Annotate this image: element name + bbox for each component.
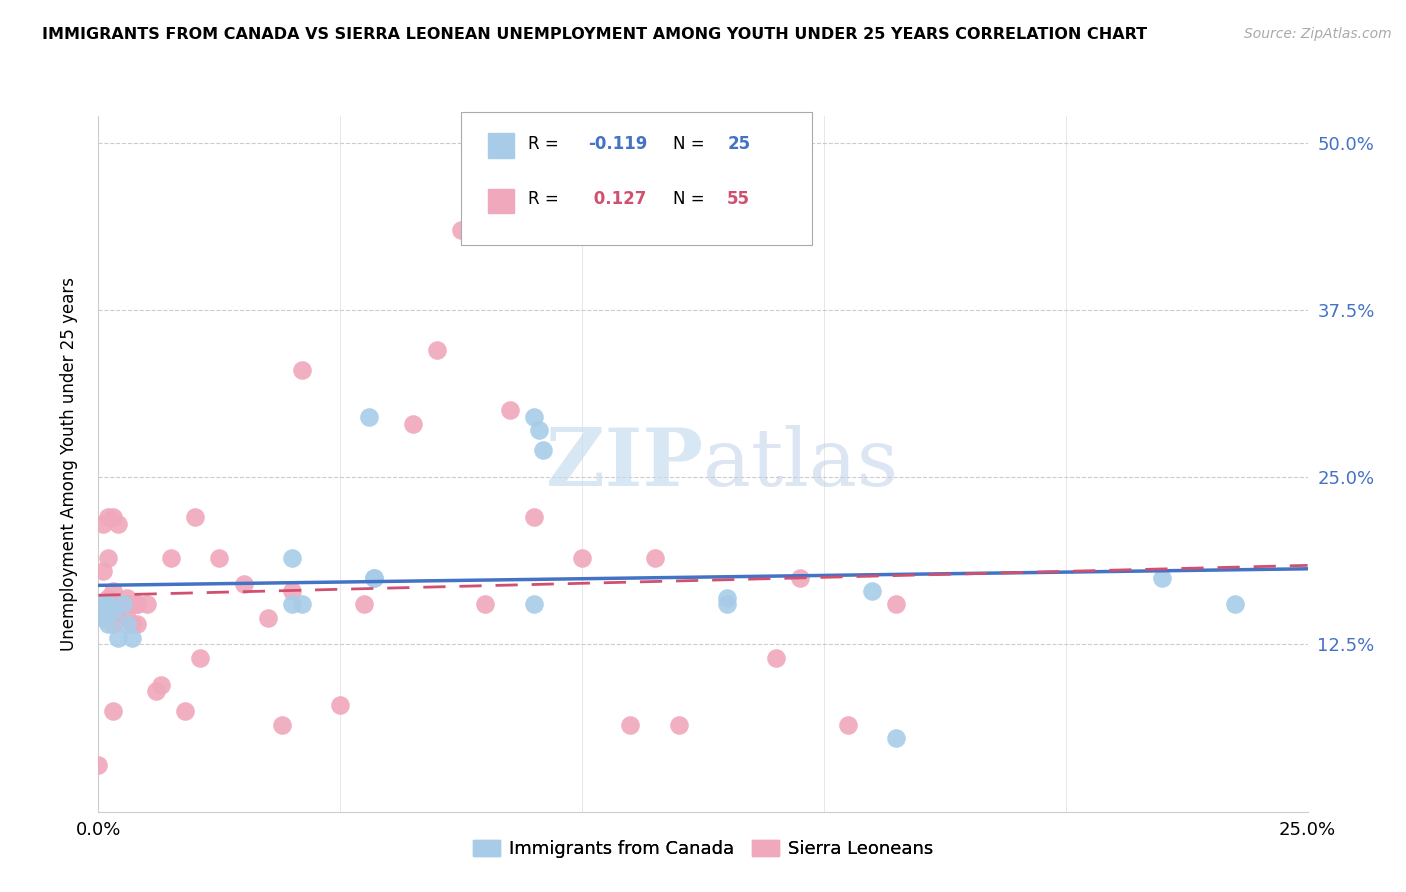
Text: R =: R = — [527, 135, 564, 153]
FancyBboxPatch shape — [461, 112, 811, 244]
Text: 0.127: 0.127 — [588, 191, 647, 209]
Point — [716, 598, 738, 612]
Point — [716, 591, 738, 605]
Point — [97, 591, 120, 605]
Point — [363, 571, 385, 585]
Point — [523, 510, 546, 524]
Point — [281, 584, 304, 599]
Point — [97, 550, 120, 565]
Point — [256, 611, 278, 625]
Point — [1152, 571, 1174, 585]
Point — [150, 678, 173, 692]
Legend: Immigrants from Canada, Sierra Leoneans: Immigrants from Canada, Sierra Leoneans — [465, 832, 941, 865]
Point — [121, 598, 143, 612]
Point — [107, 598, 129, 612]
Point — [111, 598, 134, 612]
Point — [87, 758, 110, 772]
Point — [789, 571, 811, 585]
Point — [353, 598, 375, 612]
Point — [160, 550, 183, 565]
Point — [359, 410, 381, 425]
Point — [531, 443, 554, 458]
Point — [523, 410, 546, 425]
Point — [135, 598, 157, 612]
Point — [101, 598, 124, 612]
Point — [97, 617, 120, 632]
Point — [208, 550, 231, 565]
Point — [97, 598, 120, 612]
Point — [184, 510, 207, 524]
Point — [644, 550, 666, 565]
Point — [474, 598, 496, 612]
Point — [765, 651, 787, 665]
Point — [127, 598, 149, 612]
Point — [290, 363, 312, 377]
Point — [498, 403, 520, 417]
Point — [145, 684, 167, 698]
Point — [97, 510, 120, 524]
Point — [668, 717, 690, 731]
Point — [101, 617, 124, 632]
Point — [860, 584, 883, 599]
Text: ZIP: ZIP — [546, 425, 703, 503]
Point — [886, 598, 908, 612]
Point — [121, 631, 143, 645]
Point — [329, 698, 352, 712]
Point — [101, 604, 124, 618]
Point — [97, 611, 120, 625]
Point — [117, 598, 139, 612]
Point — [117, 611, 139, 625]
Bar — [488, 133, 515, 158]
Point — [107, 631, 129, 645]
Text: 25: 25 — [727, 135, 751, 153]
Point — [527, 424, 550, 438]
Point — [232, 577, 254, 591]
Point — [101, 705, 124, 719]
Point — [886, 731, 908, 746]
Text: N =: N = — [673, 135, 710, 153]
Text: N =: N = — [673, 191, 710, 209]
Point — [271, 717, 294, 731]
Point — [107, 517, 129, 532]
Point — [91, 517, 114, 532]
Point — [107, 611, 129, 625]
Point — [363, 571, 385, 585]
Point — [101, 510, 124, 524]
Point — [290, 598, 312, 612]
Point — [111, 598, 134, 612]
Point — [174, 705, 197, 719]
Point — [1223, 598, 1246, 612]
Point — [101, 584, 124, 599]
Y-axis label: Unemployment Among Youth under 25 years: Unemployment Among Youth under 25 years — [59, 277, 77, 651]
Point — [571, 550, 593, 565]
Point — [188, 651, 211, 665]
Point — [619, 717, 641, 731]
Point — [426, 343, 449, 358]
Point — [117, 617, 139, 632]
Point — [837, 717, 859, 731]
Point — [91, 611, 114, 625]
Point — [450, 223, 472, 237]
Text: 55: 55 — [727, 191, 751, 209]
Point — [281, 598, 304, 612]
Text: IMMIGRANTS FROM CANADA VS SIERRA LEONEAN UNEMPLOYMENT AMONG YOUTH UNDER 25 YEARS: IMMIGRANTS FROM CANADA VS SIERRA LEONEAN… — [42, 27, 1147, 42]
Point — [127, 598, 149, 612]
Point — [91, 598, 114, 612]
Text: -0.119: -0.119 — [588, 135, 648, 153]
Point — [127, 617, 149, 632]
Bar — [488, 189, 515, 213]
Point — [117, 591, 139, 605]
Point — [523, 598, 546, 612]
Text: atlas: atlas — [703, 425, 898, 503]
Point — [91, 611, 114, 625]
Point — [91, 598, 114, 612]
Point — [121, 617, 143, 632]
Point — [91, 564, 114, 578]
Point — [281, 550, 304, 565]
Text: Source: ZipAtlas.com: Source: ZipAtlas.com — [1244, 27, 1392, 41]
Point — [402, 417, 425, 431]
Text: R =: R = — [527, 191, 564, 209]
